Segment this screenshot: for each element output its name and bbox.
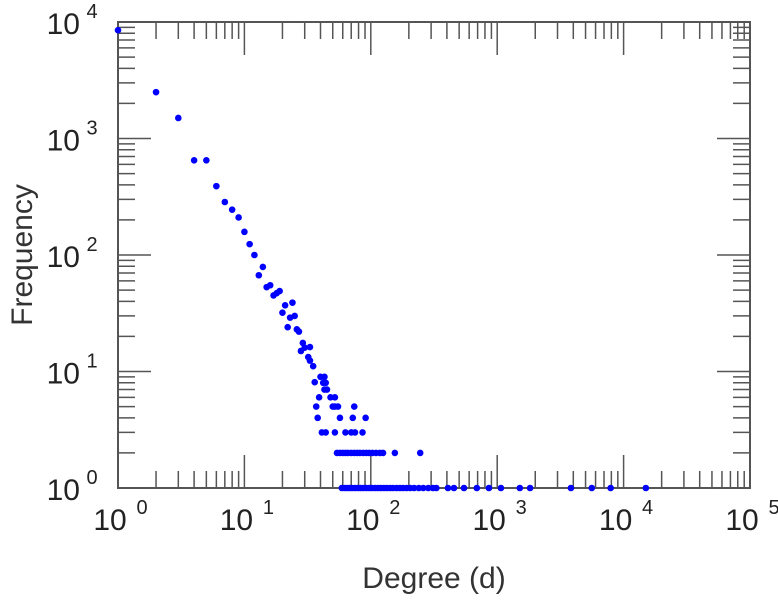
- y-tick-exponent: 2: [86, 234, 97, 256]
- y-tick-exponent: 4: [86, 1, 97, 23]
- data-point: [221, 198, 229, 206]
- data-point: [359, 429, 366, 436]
- x-tick-label: 10: [473, 504, 506, 537]
- data-point: [314, 414, 321, 422]
- data-point: [322, 379, 330, 387]
- data-point: [351, 429, 359, 436]
- data-point: [289, 299, 296, 306]
- data-point: [259, 263, 267, 271]
- data-point: [419, 484, 427, 492]
- data-point: [301, 344, 309, 352]
- data-point: [321, 373, 328, 381]
- x-tick-exponent: 0: [136, 497, 147, 519]
- data-point: [284, 323, 291, 331]
- data-point: [450, 484, 458, 492]
- data-point: [607, 484, 614, 492]
- data-point: [444, 484, 452, 492]
- data-point: [246, 240, 253, 248]
- data-point: [424, 484, 432, 492]
- data-point: [334, 403, 342, 410]
- data-point: [336, 414, 344, 422]
- data-point: [276, 287, 283, 295]
- data-point: [266, 281, 274, 289]
- data-point: [315, 394, 323, 401]
- y-tick-exponent: 3: [86, 118, 97, 140]
- y-tick-label: 10: [47, 474, 80, 507]
- data-point: [379, 449, 387, 457]
- data-point: [349, 414, 357, 422]
- data-point: [251, 251, 258, 259]
- data-point: [362, 414, 369, 422]
- y-tick-label: 10: [47, 125, 80, 158]
- data-point: [588, 484, 596, 492]
- data-point: [410, 484, 418, 492]
- y-tick-exponent: 1: [86, 351, 97, 373]
- plot-frame: [117, 21, 751, 489]
- data-point: [306, 357, 314, 364]
- data-point: [152, 88, 160, 96]
- x-tick-label: 10: [725, 504, 758, 537]
- data-point: [416, 449, 424, 457]
- x-tick-exponent: 2: [389, 497, 400, 519]
- x-tick-label: 10: [220, 504, 253, 537]
- data-point: [279, 309, 286, 316]
- data-point: [331, 429, 339, 436]
- data-point: [306, 343, 314, 351]
- data-point: [235, 214, 242, 221]
- data-point: [342, 429, 349, 436]
- data-point: [309, 362, 317, 370]
- x-tick-exponent: 5: [768, 497, 778, 519]
- data-point: [175, 114, 182, 122]
- data-point: [255, 271, 263, 279]
- x-tick-exponent: 3: [516, 497, 527, 519]
- data-point: [311, 378, 319, 386]
- data-point: [485, 484, 493, 492]
- data-point: [203, 156, 210, 164]
- data-point: [642, 484, 650, 492]
- data-point: [473, 484, 481, 492]
- data-point: [190, 156, 198, 164]
- y-tick-label: 10: [47, 358, 80, 391]
- data-point: [391, 449, 399, 457]
- data-point: [312, 403, 320, 410]
- data-point: [291, 312, 298, 320]
- data-point: [295, 328, 303, 335]
- data-point: [433, 484, 440, 492]
- data-point: [526, 484, 534, 492]
- data-point: [331, 394, 339, 401]
- y-tick-exponent: 0: [86, 467, 97, 489]
- x-tick-exponent: 4: [642, 497, 653, 519]
- data-point: [213, 182, 220, 190]
- data-point: [281, 302, 289, 309]
- x-tick-label: 10: [93, 504, 126, 537]
- data-point: [460, 484, 468, 492]
- y-tick-label: 10: [47, 8, 80, 41]
- data-point: [323, 386, 331, 393]
- data-point: [228, 206, 236, 213]
- x-tick-exponent: 1: [263, 497, 274, 519]
- data-point: [567, 484, 575, 492]
- x-tick-label: 10: [346, 504, 379, 537]
- x-tick-label: 10: [599, 504, 632, 537]
- y-tick-label: 10: [47, 241, 80, 274]
- data-point: [497, 484, 505, 492]
- data-point: [350, 403, 358, 410]
- data-point: [114, 26, 122, 34]
- data-point: [241, 228, 248, 236]
- data-point: [516, 484, 524, 492]
- data-point: [322, 429, 330, 436]
